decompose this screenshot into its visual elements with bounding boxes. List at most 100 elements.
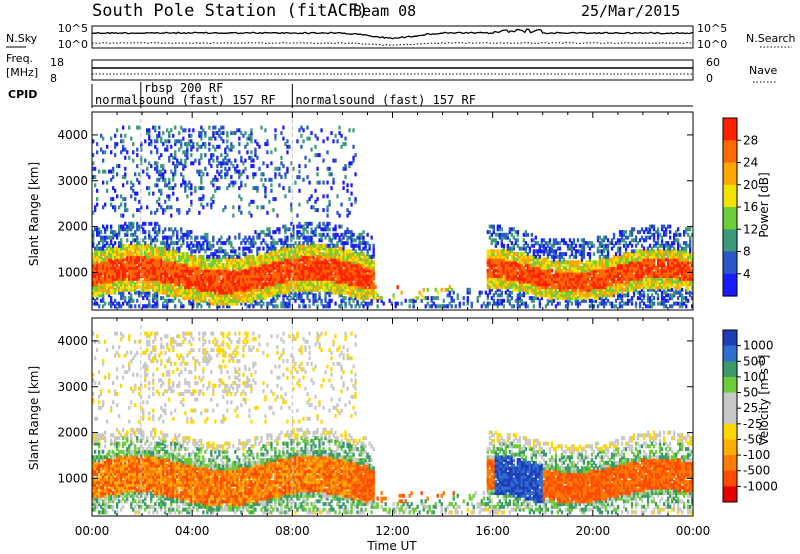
heatmap-cell	[174, 257, 177, 262]
heatmap-cell	[136, 274, 139, 279]
heatmap-cell	[542, 287, 546, 292]
heatmap-cell	[122, 282, 125, 287]
heatmap-cell	[218, 268, 221, 273]
heatmap-cell	[282, 260, 285, 265]
heatmap-cell	[150, 139, 153, 144]
heatmap-cell	[102, 265, 105, 270]
heatmap-cell	[218, 301, 221, 306]
heatmap-cell	[190, 246, 193, 251]
heatmap-cell	[342, 279, 345, 284]
heatmap-cell	[532, 249, 535, 254]
heatmap-cell	[358, 274, 361, 279]
heatmap-cell	[194, 276, 197, 281]
heatmap-cell	[118, 232, 121, 237]
heatmap-cell	[604, 274, 608, 279]
heatmap-cell	[602, 279, 606, 284]
heatmap-cell	[130, 298, 133, 303]
heatmap-cell	[104, 282, 107, 287]
heatmap-cell	[586, 296, 590, 301]
heatmap-cell	[174, 268, 177, 273]
heatmap-cell	[92, 285, 95, 290]
heatmap-cell	[92, 175, 95, 180]
heatmap-cell	[502, 276, 505, 281]
heatmap-cell	[354, 153, 357, 158]
heatmap-cell	[268, 227, 271, 232]
heatmap-cell	[326, 243, 329, 248]
heatmap-cell	[564, 290, 568, 295]
heatmap-cell	[286, 271, 289, 276]
heatmap-cell	[342, 186, 345, 191]
heatmap-cell	[290, 202, 293, 207]
heatmap-cell	[170, 169, 173, 174]
heatmap-cell	[114, 276, 117, 281]
heatmap-cell	[130, 221, 133, 226]
heatmap-cell	[196, 268, 199, 273]
heatmap-cell	[180, 263, 183, 268]
heatmap-cell	[154, 246, 157, 251]
heatmap-cell	[204, 274, 207, 279]
heatmap-cell	[284, 271, 287, 276]
heatmap-cell	[190, 263, 193, 268]
heatmap-cell	[224, 279, 227, 284]
heatmap-cell	[174, 260, 177, 265]
heatmap-cell	[342, 241, 345, 246]
heatmap-cell	[284, 274, 287, 279]
heatmap-cell	[572, 287, 576, 292]
heatmap-cell	[534, 260, 537, 265]
heatmap-cell	[234, 158, 237, 163]
heatmap-cell	[338, 287, 341, 292]
heatmap-cell	[274, 136, 277, 141]
heatmap-cell	[138, 241, 141, 246]
heatmap-cell	[300, 263, 303, 268]
heatmap-cell	[320, 285, 323, 290]
heatmap-cell	[258, 282, 261, 287]
heatmap-cell	[310, 276, 313, 281]
heatmap-cell	[106, 254, 109, 259]
heatmap-cell	[566, 246, 570, 251]
heatmap-cell	[182, 268, 185, 273]
heatmap-cell	[284, 142, 287, 147]
heatmap-cell	[286, 169, 289, 174]
heatmap-cell	[602, 276, 606, 281]
heatmap-cell	[154, 221, 157, 226]
heatmap-cell	[578, 293, 582, 298]
heatmap-cell	[196, 263, 199, 268]
heatmap-cell	[228, 238, 231, 243]
heatmap-cell	[274, 265, 277, 270]
heatmap-cell	[182, 254, 185, 259]
heatmap-cell	[238, 128, 241, 133]
heatmap-cell	[252, 172, 255, 177]
heatmap-cell	[202, 260, 205, 265]
heatmap-cell	[234, 263, 237, 268]
heatmap-cell	[234, 131, 237, 136]
heatmap-cell	[362, 246, 365, 251]
heatmap-cell	[288, 268, 291, 273]
heatmap-cell	[322, 287, 325, 292]
heatmap-cell	[138, 172, 141, 177]
heatmap-cell	[296, 287, 299, 292]
heatmap-cell	[522, 257, 525, 262]
heatmap-cell	[224, 249, 227, 254]
heatmap-cell	[550, 290, 554, 295]
heatmap-cell	[266, 142, 269, 147]
heatmap-cell	[216, 257, 219, 262]
heatmap-cell	[142, 271, 145, 276]
heatmap-cell	[116, 232, 119, 237]
heatmap-cell	[492, 238, 495, 243]
heatmap-cell	[306, 279, 309, 284]
heatmap-cell	[250, 241, 253, 246]
heatmap-cell	[326, 279, 329, 284]
heatmap-cell	[592, 268, 596, 273]
heatmap-cell	[494, 263, 497, 268]
heatmap-cell	[250, 213, 253, 218]
heatmap-cell	[116, 172, 119, 177]
heatmap-cell	[92, 287, 95, 292]
heatmap-cell	[286, 150, 289, 155]
heatmap-cell	[324, 279, 327, 284]
heatmap-cell	[440, 287, 443, 292]
heatmap-cell	[266, 252, 269, 257]
heatmap-cell	[302, 230, 305, 235]
heatmap-cell	[400, 290, 403, 295]
heatmap-cell	[308, 287, 311, 292]
heatmap-cell	[200, 144, 203, 149]
